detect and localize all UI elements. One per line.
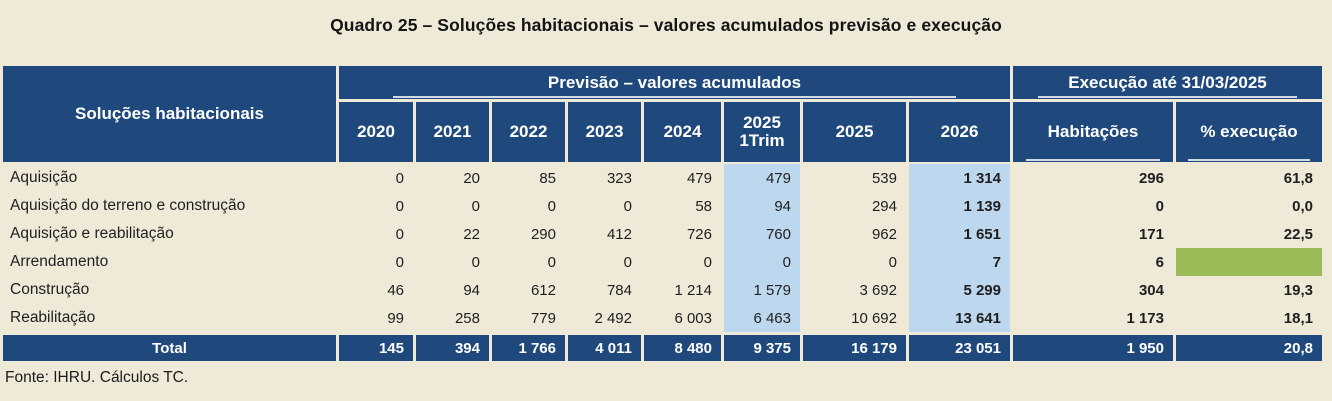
value-cell: 1 651 [909,220,1010,248]
value-cell: 0 [703,253,712,271]
value-cell: 0 [724,248,800,276]
table-body: Aquisição 0 20 85 323 479 479 539 1 314 … [3,164,1322,332]
value-cell: 6 003 [674,309,712,327]
value-cell: 779 [530,309,556,327]
value-cell: 7 [909,248,1010,276]
execucao-band-header: Execução até 31/03/2025 [1013,66,1322,99]
value-cell: 479 [724,164,800,192]
value-cell: 13 641 [909,304,1010,332]
value-cell: 1 314 [909,164,1010,192]
value-cell: 0 [888,253,897,271]
value-cell: 479 [686,169,712,187]
value-cell: 94 [463,281,480,299]
value-cell: 0 [623,253,632,271]
value-cell: 784 [606,281,632,299]
value-cell: 323 [606,169,632,187]
habitacoes-cell: 296 [1138,169,1164,187]
value-cell: 0 [547,197,556,215]
year-column-header-2020: 2020 [339,102,413,162]
value-cell: 0 [395,225,404,243]
value-cell: 6 463 [724,304,800,332]
total-habitacoes-cell: 1 950 [1013,335,1173,361]
value-cell: 85 [539,169,556,187]
total-row: Total 145 394 1 766 4 011 8 480 9 375 16… [3,335,1322,361]
row-label: Aquisição e reabilitação [10,225,174,242]
year-column-header-2026: 2026 [909,102,1010,162]
row-label: Arrendamento [10,253,109,270]
source-note: Fonte: IHRU. Cálculos TC. [5,369,189,386]
total-value-cell: 394 [416,335,489,361]
total-value-cell: 145 [339,335,413,361]
habitacoes-column-header: Habitações [1013,102,1173,162]
pct-execucao-column-header: % execução [1176,102,1322,162]
value-cell: 962 [871,225,897,243]
total-value-cell: 4 011 [568,335,641,361]
value-cell: 0 [395,197,404,215]
value-cell: 20 [463,169,480,187]
value-cell: 612 [530,281,556,299]
value-cell: 0 [623,197,632,215]
total-value-cell: 1 766 [492,335,565,361]
habitacoes-cell: 0 [1155,197,1164,215]
habitacoes-cell: 171 [1138,225,1164,243]
value-cell: 1 139 [909,192,1010,220]
value-cell: 22 [463,225,480,243]
value-cell: 0 [395,169,404,187]
value-cell: 726 [686,225,712,243]
year-column-header-2021: 2021 [416,102,489,162]
value-cell: 290 [530,225,556,243]
year-column-header-2024: 2024 [644,102,721,162]
total-value-cell: 16 179 [803,335,906,361]
value-cell: 0 [471,197,480,215]
total-value-cell: 23 051 [909,335,1010,361]
total-pct-cell: 20,8 [1176,335,1322,361]
table-title: Quadro 25 – Soluções habitacionais – val… [330,15,1002,35]
year-column-header-2022: 2022 [492,102,565,162]
value-cell: 0 [471,253,480,271]
year-column-header-2025: 2025 [803,102,906,162]
value-cell: 412 [606,225,632,243]
pct-cell-highlighted-green [1176,248,1322,276]
row-label: Reabilitação [10,309,96,326]
value-cell: 2 492 [594,309,632,327]
value-cell: 258 [454,309,480,327]
value-cell: 5 299 [909,276,1010,304]
total-value-cell: 9 375 [724,335,800,361]
table-header: Soluções habitacionais Previsão – valore… [3,66,1322,162]
value-cell: 3 692 [859,281,897,299]
row-label: Construção [10,281,90,298]
habitacoes-cell: 6 [1155,253,1164,271]
value-cell: 0 [547,253,556,271]
value-cell: 58 [695,197,712,215]
pct-cell: 61,8 [1283,169,1313,187]
habitacoes-cell: 1 173 [1126,309,1164,327]
value-cell: 1 579 [724,276,800,304]
pct-cell: 19,3 [1283,281,1313,299]
pct-cell: 22,5 [1283,225,1313,243]
year-column-header-2025-1trim: 2025 1Trim [724,102,800,162]
row-label: Aquisição do terreno e construção [10,197,246,214]
corner-header: Soluções habitacionais [3,66,336,162]
pct-cell: 0,0 [1292,197,1313,215]
total-value-cell: 8 480 [644,335,721,361]
previsao-band-header: Previsão – valores acumulados [339,66,1010,99]
value-cell: 1 214 [674,281,712,299]
pct-cell: 18,1 [1283,309,1313,327]
value-cell: 0 [395,253,404,271]
total-label: Total [3,335,336,361]
quadro-table: Soluções habitacionais Previsão – valore… [3,66,1322,361]
value-cell: 294 [871,197,897,215]
value-cell: 46 [387,281,404,299]
year-column-header-2023: 2023 [568,102,641,162]
value-cell: 94 [724,192,800,220]
value-cell: 99 [387,309,404,327]
habitacoes-cell: 304 [1138,281,1164,299]
row-label: Aquisição [10,169,78,186]
value-cell: 760 [724,220,800,248]
value-cell: 539 [871,169,897,187]
value-cell: 10 692 [851,309,897,327]
